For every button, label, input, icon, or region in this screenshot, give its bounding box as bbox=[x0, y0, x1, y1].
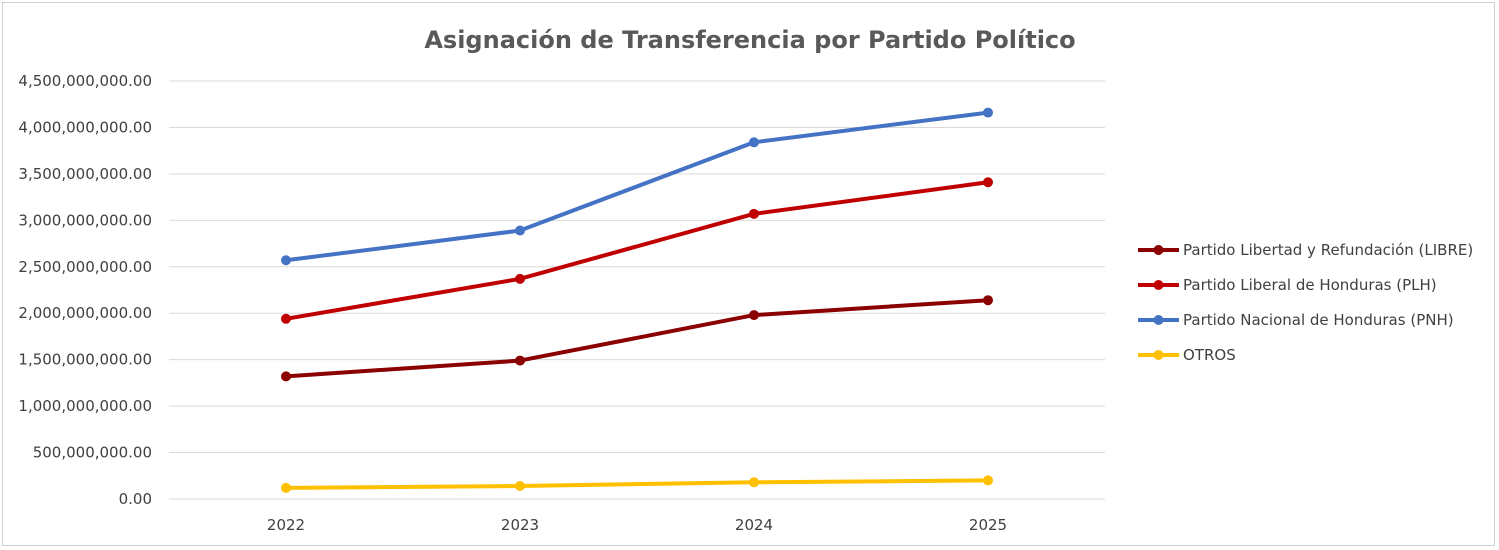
series-line bbox=[284, 298, 990, 379]
series-0 bbox=[281, 295, 993, 382]
legend-swatch-marker bbox=[1153, 245, 1164, 255]
series-line bbox=[284, 180, 990, 321]
legend: Partido Libertad y Refundación (LIBRE) Pa… bbox=[1138, 241, 1473, 364]
y-tick-label: 1,500,000,000.00 bbox=[18, 351, 152, 369]
y-tick-label: 0.00 bbox=[119, 490, 152, 508]
series-lines bbox=[281, 107, 993, 493]
data-point bbox=[983, 295, 993, 306]
data-point bbox=[515, 355, 525, 366]
legend-item: Partido Libertad y Refundación (LIBRE) bbox=[1138, 241, 1473, 259]
data-point bbox=[515, 225, 525, 236]
x-tick-label: 2024 bbox=[735, 516, 773, 534]
series-2 bbox=[281, 107, 993, 266]
data-point bbox=[749, 137, 759, 148]
y-tick-label: 2,000,000,000.00 bbox=[18, 304, 152, 322]
legend-item: OTROS bbox=[1138, 346, 1236, 364]
y-tick-label: 1,000,000,000.00 bbox=[18, 397, 152, 415]
data-point bbox=[983, 107, 993, 118]
legend-swatch-marker bbox=[1153, 315, 1164, 325]
data-point bbox=[281, 371, 291, 382]
legend-label: OTROS bbox=[1183, 346, 1236, 364]
x-tick-label: 2023 bbox=[501, 516, 539, 534]
data-point bbox=[281, 255, 291, 266]
legend-label: Partido Libertad y Refundación (LIBRE) bbox=[1183, 241, 1473, 259]
data-point bbox=[983, 177, 993, 188]
legend-item: Partido Nacional de Honduras (PNH) bbox=[1138, 311, 1454, 329]
y-tick-label: 4,000,000,000.00 bbox=[18, 118, 152, 136]
y-tick-label: 4,500,000,000.00 bbox=[18, 72, 152, 90]
series-1 bbox=[281, 177, 993, 324]
legend-label: Partido Liberal de Honduras (PLH) bbox=[1183, 276, 1437, 294]
data-point bbox=[515, 480, 525, 491]
legend-swatch-marker bbox=[1153, 350, 1164, 360]
data-point bbox=[749, 208, 759, 219]
legend-label: Partido Nacional de Honduras (PNH) bbox=[1183, 311, 1454, 329]
data-point bbox=[983, 475, 993, 486]
chart-title: Asignación de Transferencia por Partido … bbox=[424, 26, 1075, 54]
line-chart: Asignación de Transferencia por Partido … bbox=[18, 26, 1473, 534]
y-tick-label: 500,000,000.00 bbox=[33, 444, 152, 462]
legend-item: Partido Liberal de Honduras (PLH) bbox=[1138, 276, 1437, 294]
y-tick-label: 2,500,000,000.00 bbox=[18, 258, 152, 276]
data-point bbox=[281, 482, 291, 493]
series-line bbox=[284, 110, 990, 263]
series-3 bbox=[281, 475, 993, 493]
x-tick-label: 2022 bbox=[267, 516, 305, 534]
x-tick-label: 2025 bbox=[969, 516, 1007, 534]
legend-swatch-marker bbox=[1153, 280, 1164, 290]
data-point bbox=[515, 273, 525, 284]
y-tick-label: 3,000,000,000.00 bbox=[18, 211, 152, 229]
data-point bbox=[281, 313, 291, 324]
y-tick-label: 3,500,000,000.00 bbox=[18, 165, 152, 183]
y-axis-tick-labels: 0.00 500,000,000.00 1,000,000,000.00 1,500,… bbox=[18, 72, 152, 508]
x-axis-tick-labels: 2022 2023 2024 2025 bbox=[267, 516, 1007, 534]
series-line bbox=[284, 478, 990, 490]
gridlines bbox=[169, 80, 1105, 500]
data-point bbox=[749, 477, 759, 488]
data-point bbox=[749, 310, 759, 321]
